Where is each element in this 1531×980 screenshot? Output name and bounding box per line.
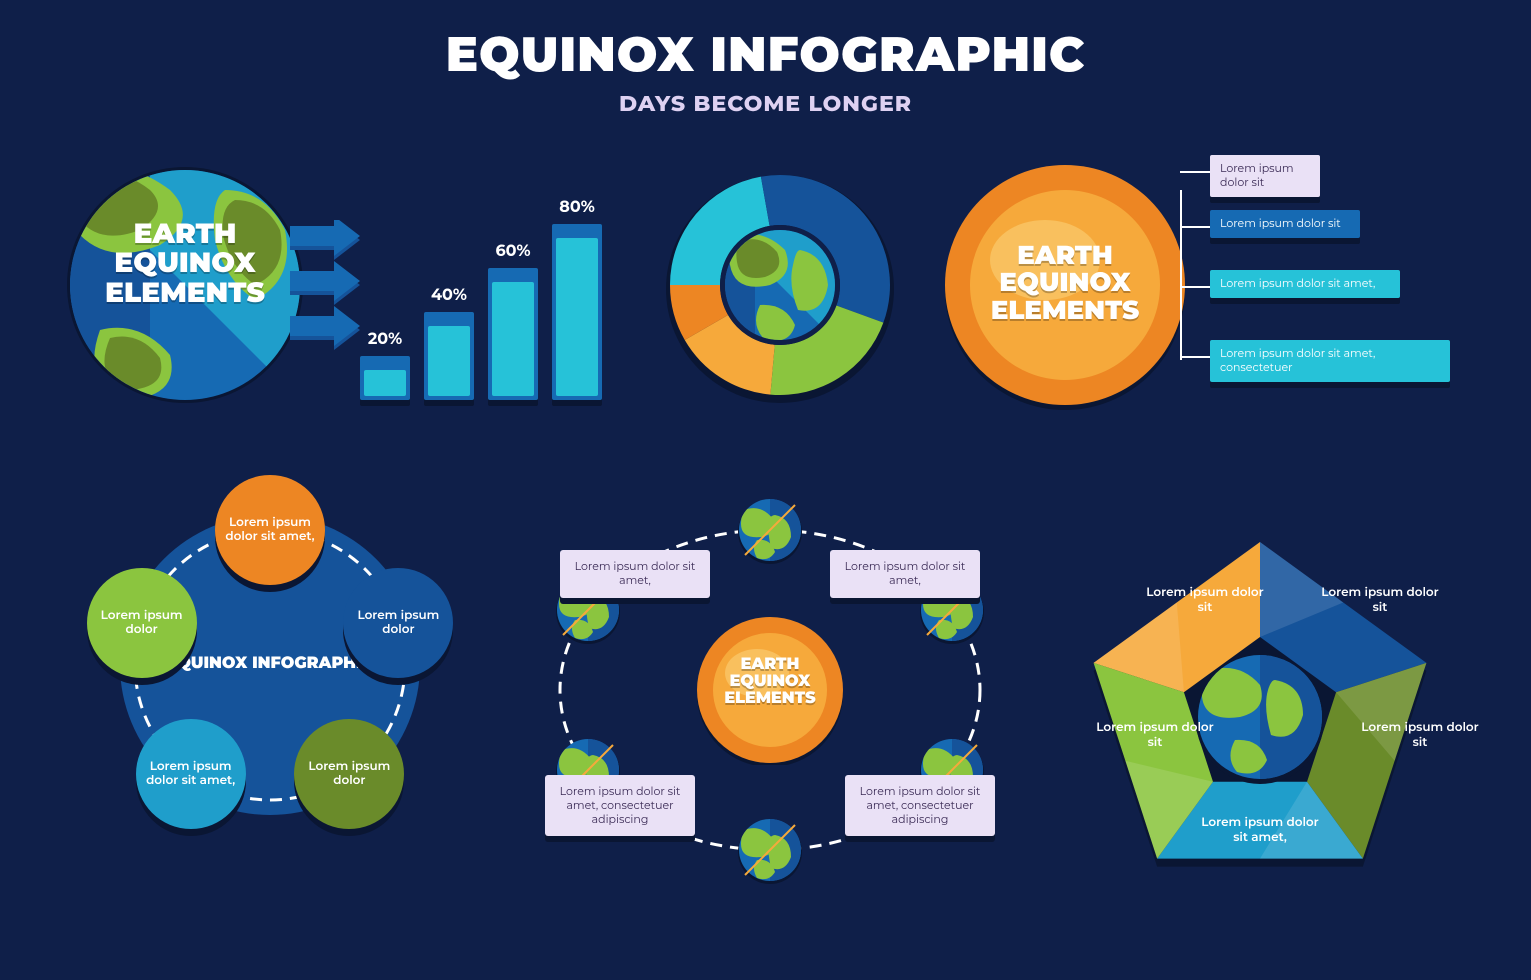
bar-label: 60% <box>484 242 542 261</box>
bar-label: 40% <box>420 286 478 305</box>
panel-pentagon: Lorem ipsum dolor sit Lorem ipsum dolor s… <box>1050 475 1470 905</box>
callout-card: Lorem ipsum dolor sit <box>1210 210 1360 238</box>
orbit-card: Lorem ipsum dolor sit amet, consectetuer… <box>845 775 995 836</box>
globe-label: EARTH EQUINOX ELEMENTS <box>80 220 290 308</box>
panel-globe-bars: EARTH EQUINOX ELEMENTS 20% 40% 60% 80% <box>60 150 620 420</box>
wheel-node: Lorem ipsum dolor <box>87 568 197 678</box>
callout-card: Lorem ipsum dolor sit <box>1210 155 1320 197</box>
pentagon-face-label: Lorem ipsum dolor sit <box>1145 585 1265 615</box>
pentagon-face-label: Lorem ipsum dolor sit amet, <box>1200 815 1320 845</box>
wheel-node: Lorem ipsum dolor sit amet, <box>136 719 246 829</box>
mini-globe-icon <box>735 815 805 885</box>
bar: 60% <box>488 268 538 400</box>
sun-label: EARTH EQUINOX ELEMENTS <box>970 242 1160 492</box>
orbit-card: Lorem ipsum dolor sit amet, <box>560 550 710 598</box>
bar-chart: 20% 40% 60% 80% <box>360 150 620 410</box>
donut-chart <box>650 155 910 415</box>
bar: 20% <box>360 356 410 400</box>
pentagon-face-label: Lorem ipsum dolor sit <box>1360 720 1480 750</box>
wheel-node: Lorem ipsum dolor <box>294 719 404 829</box>
callout-card: Lorem ipsum dolor sit amet, consectetuer <box>1210 340 1450 382</box>
bar-label: 80% <box>548 198 606 217</box>
callout-card: Lorem ipsum dolor sit amet, <box>1210 270 1400 298</box>
pentagon-face-label: Lorem ipsum dolor sit <box>1095 720 1215 750</box>
mini-globe-icon <box>735 495 805 565</box>
header: EQUINOX INFOGRAPHIC DAYS BECOME LONGER <box>0 26 1531 117</box>
subtitle: DAYS BECOME LONGER <box>0 90 1531 117</box>
bar-label: 20% <box>356 330 414 349</box>
pentagon-shape <box>1050 505 1470 905</box>
bar: 80% <box>552 224 602 400</box>
panel-wheel: EQUINOX INFOGRAPHIC Lorem ipsum dolor si… <box>80 475 480 905</box>
panel-donut <box>650 150 910 420</box>
panel-sun-callouts: EARTH EQUINOX ELEMENTS Lorem ipsum dolor… <box>940 150 1480 420</box>
pentagon-face-label: Lorem ipsum dolor sit <box>1320 585 1440 615</box>
wheel-node: Lorem ipsum dolor <box>343 568 453 678</box>
bar: 40% <box>424 312 474 400</box>
orbit-sun-label: EARTH EQUINOX ELEMENTS <box>705 657 835 707</box>
panel-orbit: EARTH EQUINOX ELEMENTS Lorem ipsum dolor… <box>500 475 1040 905</box>
wheel-node: Lorem ipsum dolor sit amet, <box>215 475 325 585</box>
callouts: Lorem ipsum dolor sit Lorem ipsum dolor s… <box>1180 150 1480 420</box>
orbit-card: Lorem ipsum dolor sit amet, consectetuer… <box>545 775 695 836</box>
main-title: EQUINOX INFOGRAPHIC <box>0 26 1531 84</box>
orbit-card: Lorem ipsum dolor sit amet, <box>830 550 980 598</box>
